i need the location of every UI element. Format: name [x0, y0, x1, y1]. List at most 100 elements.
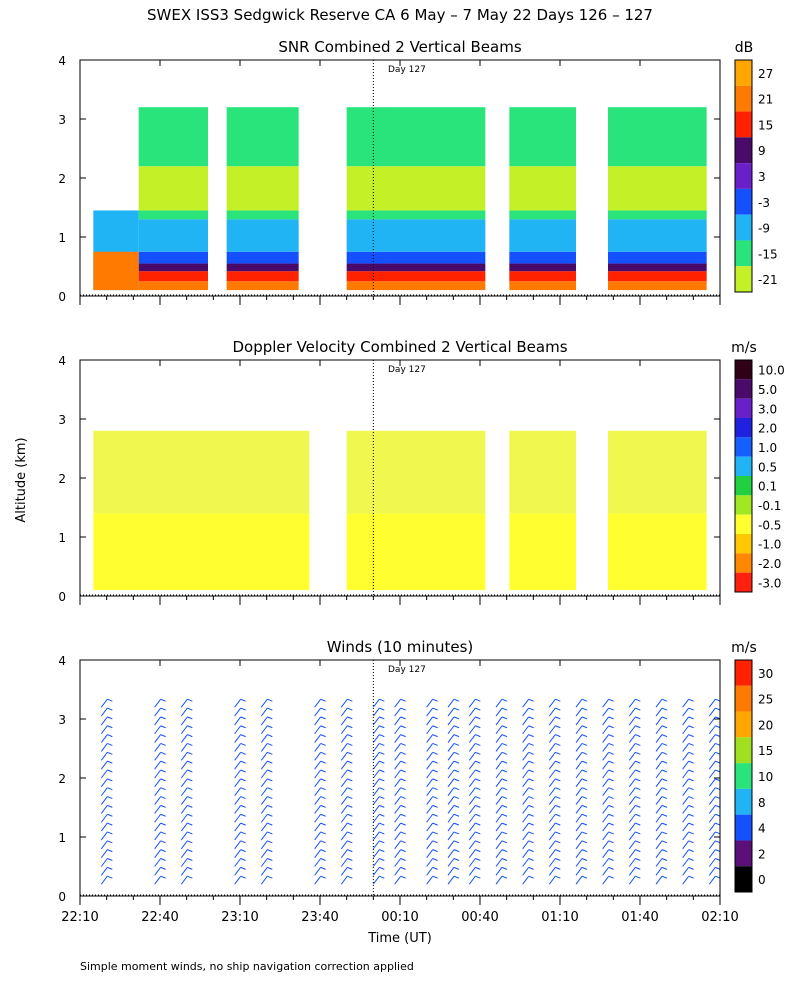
wind-barb	[548, 734, 556, 743]
wind-barb	[602, 734, 610, 743]
wind-barb	[628, 849, 636, 858]
wind-barb-flag	[453, 822, 460, 826]
wind-barb	[682, 822, 690, 832]
wind-barb-flag	[661, 716, 668, 720]
wind-barb-flag	[240, 734, 246, 738]
wind-barb-flag	[379, 787, 385, 791]
wind-barb	[708, 698, 716, 708]
wind-barb-flag	[240, 796, 246, 800]
wind-barb-flag	[240, 813, 246, 817]
heatmap-band	[608, 107, 707, 167]
wind-barb-flag	[635, 769, 641, 773]
wind-barb-flag	[555, 698, 561, 702]
wind-barb	[522, 734, 530, 743]
wind-barb	[708, 760, 716, 770]
wind-barb-flag	[661, 787, 668, 791]
wind-barb-flag	[453, 858, 460, 861]
wind-barb-flag	[528, 787, 534, 791]
wind-barb-flag	[432, 751, 438, 755]
wind-barb	[495, 831, 503, 841]
wind-barb	[682, 805, 690, 814]
wind-barb	[394, 796, 402, 805]
wind-barb	[628, 769, 636, 779]
heatmap-band	[226, 219, 299, 252]
wind-barb	[234, 831, 242, 841]
wind-barb	[495, 734, 503, 743]
wind-barb-flag	[160, 725, 166, 729]
wind-barb-flag	[320, 866, 326, 870]
x-tick-label: 00:10	[381, 910, 418, 925]
wind-barb	[426, 698, 434, 708]
wind-barb	[100, 849, 108, 858]
wind-barb	[495, 743, 503, 752]
wind-barb	[468, 751, 476, 761]
wind-barb	[628, 867, 636, 876]
colorbar-swatch	[735, 534, 752, 554]
wind-barb	[682, 751, 690, 761]
wind-barb-flag	[528, 698, 534, 702]
wind-barb-flag	[581, 858, 588, 861]
wind-barb	[708, 867, 716, 876]
wind-barb	[394, 769, 402, 779]
wind-barb-flag	[107, 725, 113, 729]
wind-barb	[340, 858, 348, 867]
wind-barb	[426, 707, 434, 717]
wind-barb	[394, 840, 402, 850]
wind-barb-flag	[379, 760, 385, 764]
wind-barb-flag	[475, 707, 481, 711]
wind-barb	[180, 769, 188, 779]
wind-barb-flag	[320, 796, 326, 800]
wind-barb	[100, 875, 108, 885]
wind-barb	[314, 743, 322, 752]
wind-barb-flag	[661, 840, 668, 844]
wind-barb-flag	[320, 849, 326, 853]
wind-barb-flag	[160, 866, 166, 870]
wind-barb-flag	[347, 769, 353, 773]
wind-barb-flag	[187, 866, 193, 870]
wind-barb	[548, 769, 556, 779]
wind-barb	[468, 813, 476, 823]
wind-barb-flag	[581, 734, 588, 738]
wind-barb	[100, 716, 108, 726]
wind-barb-flag	[688, 849, 694, 853]
wind-barb	[447, 796, 455, 805]
wind-barb	[548, 822, 556, 832]
wind-barb	[314, 734, 322, 743]
wind-barb	[682, 769, 690, 779]
wind-barb	[495, 787, 503, 797]
wind-barb-flag	[661, 866, 668, 870]
wind-barb	[314, 840, 322, 850]
wind-barb-flag	[267, 707, 273, 711]
wind-barb	[548, 805, 556, 814]
wind-barb-flag	[320, 769, 326, 773]
wind-barb	[548, 813, 556, 823]
wind-barb	[602, 725, 610, 735]
wind-barb	[372, 760, 380, 770]
wind-barb	[180, 707, 188, 717]
wind-barb	[495, 849, 503, 858]
heatmap-band	[138, 281, 208, 291]
colorbar-swatch	[735, 572, 752, 592]
wind-barb-flag	[528, 734, 534, 738]
wind-barb	[180, 849, 188, 858]
winds-panel-title: Winds (10 minutes)	[327, 638, 474, 656]
y-tick-label: 0	[58, 290, 66, 304]
wind-barb	[394, 760, 402, 770]
wind-barb	[628, 796, 636, 805]
wind-barb	[180, 796, 188, 805]
wind-barb	[426, 822, 434, 832]
wind-barb	[495, 858, 503, 867]
wind-barb-flag	[107, 716, 113, 720]
wind-barb	[154, 778, 162, 788]
wind-barb-flag	[347, 858, 353, 861]
wind-barb	[602, 875, 610, 885]
wind-barb-flag	[187, 760, 193, 764]
x-tick-label: 23:40	[301, 910, 338, 925]
wind-barb	[655, 778, 663, 788]
colorbar-swatch	[735, 660, 752, 686]
wind-barb-flag	[347, 849, 353, 853]
y-tick-label: 1	[58, 831, 66, 845]
colorbar-label: -0.1	[758, 499, 781, 513]
heatmap-band	[93, 251, 139, 291]
wind-barb	[495, 725, 503, 735]
